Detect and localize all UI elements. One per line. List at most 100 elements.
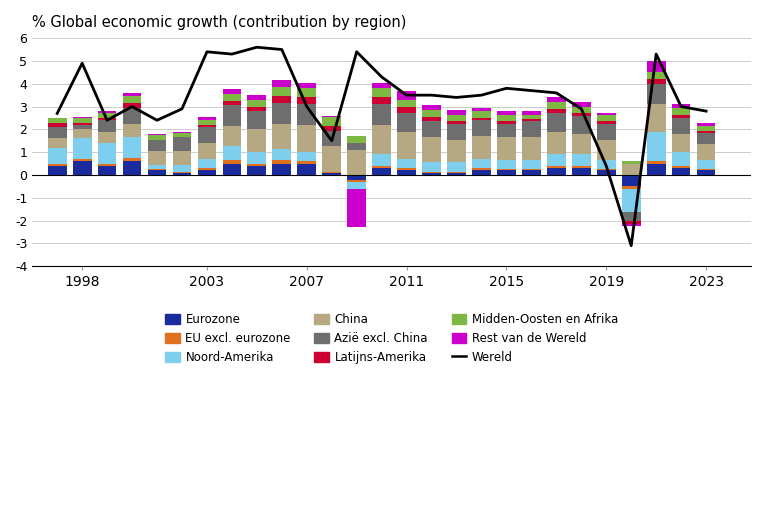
Bar	[597, 124, 616, 140]
Bar	[497, 114, 516, 122]
Bar	[522, 122, 541, 137]
Bar	[347, 143, 366, 150]
Bar	[597, 169, 616, 171]
Bar	[447, 110, 466, 114]
Bar	[148, 134, 166, 135]
Bar	[247, 166, 267, 175]
Bar	[98, 143, 116, 164]
Bar	[98, 166, 116, 175]
Bar	[123, 108, 142, 124]
Bar	[98, 164, 116, 166]
Bar	[372, 88, 391, 98]
Bar	[273, 160, 291, 164]
Bar	[447, 124, 466, 140]
Bar	[497, 171, 516, 175]
Bar	[522, 160, 541, 169]
Bar	[697, 144, 715, 160]
Bar	[73, 118, 91, 123]
Bar	[447, 162, 466, 172]
Bar	[372, 104, 391, 125]
Bar	[572, 113, 591, 115]
Bar	[672, 152, 690, 166]
Bar	[697, 123, 715, 126]
Bar	[73, 125, 91, 129]
Bar	[647, 132, 666, 161]
Bar	[322, 126, 341, 130]
Bar	[123, 137, 142, 158]
Bar	[422, 173, 441, 175]
Bar	[322, 117, 341, 126]
Bar	[198, 125, 216, 127]
Bar	[697, 169, 715, 171]
Bar	[273, 87, 291, 96]
Bar	[198, 120, 216, 125]
Bar	[347, 136, 366, 143]
Bar	[47, 164, 67, 166]
Bar	[347, 189, 366, 227]
Bar	[547, 166, 566, 168]
Bar	[647, 73, 666, 79]
Bar	[672, 118, 690, 134]
Bar	[148, 151, 166, 165]
Bar	[198, 143, 216, 159]
Bar	[622, 161, 640, 164]
Bar	[322, 172, 341, 173]
Bar	[47, 138, 67, 148]
Bar	[198, 159, 216, 168]
Bar	[73, 123, 91, 125]
Bar	[123, 93, 142, 96]
Bar	[73, 117, 91, 118]
Bar	[172, 151, 192, 165]
Bar	[647, 164, 666, 175]
Bar	[148, 135, 166, 140]
Bar	[223, 94, 241, 101]
Bar	[497, 124, 516, 137]
Bar	[647, 161, 666, 164]
Bar	[572, 107, 591, 113]
Bar	[247, 95, 267, 100]
Bar	[547, 102, 566, 109]
Bar	[47, 118, 67, 123]
Bar	[372, 166, 391, 168]
Bar	[247, 100, 267, 107]
Text: % Global economic growth (contribution by region): % Global economic growth (contribution b…	[32, 15, 407, 30]
Bar	[522, 171, 541, 175]
Bar	[123, 103, 142, 108]
Bar	[123, 96, 142, 103]
Bar	[622, 175, 640, 187]
Bar	[497, 111, 516, 114]
Bar	[172, 133, 192, 137]
Bar	[98, 113, 116, 118]
Bar	[148, 169, 166, 171]
Bar	[247, 107, 267, 111]
Bar	[472, 171, 491, 175]
Bar	[547, 132, 566, 154]
Bar	[522, 111, 541, 114]
Bar	[198, 168, 216, 171]
Bar	[422, 172, 441, 173]
Bar	[472, 108, 491, 111]
Bar	[148, 165, 166, 169]
Bar	[148, 140, 166, 151]
Bar	[297, 125, 316, 152]
Bar	[223, 147, 241, 160]
Bar	[347, 179, 366, 182]
Bar	[597, 114, 616, 122]
Bar	[372, 125, 391, 154]
Bar	[398, 100, 416, 107]
Bar	[223, 126, 241, 147]
Bar	[398, 171, 416, 175]
Bar	[297, 88, 316, 98]
Bar	[297, 152, 316, 161]
Bar	[672, 166, 690, 168]
Bar	[672, 104, 690, 108]
Bar	[622, 189, 640, 212]
Bar	[622, 187, 640, 189]
Bar	[447, 140, 466, 162]
Bar	[422, 122, 441, 137]
Bar	[547, 109, 566, 113]
Bar	[297, 104, 316, 125]
Bar	[172, 172, 192, 173]
Bar	[572, 134, 591, 154]
Bar	[322, 147, 341, 172]
